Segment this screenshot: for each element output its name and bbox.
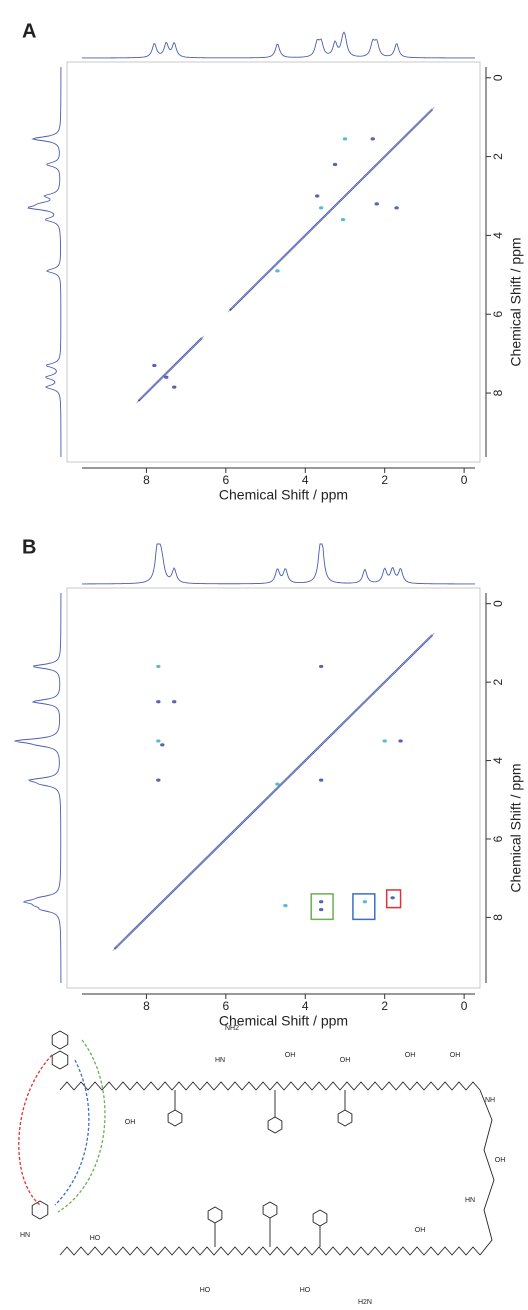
- noe-arrow: [18, 1054, 53, 1206]
- y-tick-label: 2: [491, 678, 505, 685]
- y-tick-label: 6: [491, 311, 505, 318]
- structure: [18, 1030, 495, 1256]
- x-tick-label: 0: [461, 473, 468, 487]
- cross-peak: [318, 778, 324, 782]
- y-tick-label: 0: [491, 600, 505, 607]
- cross-peak: [374, 202, 379, 206]
- diagonal: [140, 335, 205, 400]
- cross-peak: [172, 385, 177, 389]
- cross-peak: [283, 904, 288, 908]
- atom-label: HN: [465, 1197, 475, 1204]
- highlight-box: [310, 893, 334, 921]
- atom-label: OH: [285, 1052, 296, 1059]
- cross-peak: [398, 739, 403, 743]
- cross-peak: [318, 206, 324, 210]
- noe-arrow: [57, 1039, 106, 1213]
- cross-peak: [172, 700, 177, 704]
- y-tick-label: 8: [491, 389, 505, 396]
- atom-label: NH2: [225, 1025, 239, 1032]
- cross-peak: [318, 900, 324, 904]
- y-tick-label: 0: [491, 74, 505, 81]
- y-axis-label: Chemical Shift / ppm: [508, 763, 524, 892]
- cross-peak: [382, 739, 387, 743]
- ring: [51, 1050, 69, 1070]
- cross-peak: [156, 739, 161, 743]
- y-axis-label: Chemical Shift / ppm: [508, 237, 524, 366]
- x-tick-label: 8: [143, 473, 150, 487]
- projection-trace: [27, 66, 62, 458]
- cross-peak: [160, 743, 165, 747]
- atom-label: OH: [125, 1119, 136, 1126]
- highlight-box: [352, 893, 376, 921]
- plot-frame: [66, 587, 481, 989]
- atom-label: OH: [405, 1052, 416, 1059]
- x-tick-label: 4: [302, 473, 309, 487]
- x-tick-label: 8: [143, 999, 150, 1013]
- cross-peak: [340, 218, 346, 222]
- y-tick-label: 4: [491, 232, 505, 239]
- atom-label: OH: [415, 1227, 426, 1234]
- cross-peak: [314, 194, 320, 198]
- panel-label: B: [22, 536, 36, 558]
- cross-peak: [275, 269, 280, 273]
- cross-peak: [370, 137, 375, 141]
- plot-frame: [66, 61, 481, 463]
- cross-peak: [318, 907, 324, 912]
- cross-peak: [342, 137, 348, 141]
- cross-peak: [156, 664, 161, 669]
- cross-peak: [156, 778, 161, 782]
- atom-label: HO: [200, 1287, 211, 1294]
- x-tick-label: 0: [461, 999, 468, 1013]
- cross-peak: [156, 700, 161, 704]
- atom-label: HO: [300, 1287, 311, 1294]
- cross-peak: [390, 896, 395, 900]
- cross-peak: [152, 363, 157, 368]
- ring: [262, 1201, 278, 1219]
- atom-label: HN: [215, 1057, 225, 1064]
- x-axis-label: Chemical Shift / ppm: [219, 1013, 348, 1029]
- x-tick-label: 6: [223, 473, 230, 487]
- cross-peak: [332, 162, 338, 167]
- atom-label: OH: [495, 1157, 506, 1164]
- ring: [312, 1209, 328, 1227]
- y-tick-label: 6: [491, 835, 505, 842]
- ring: [207, 1206, 223, 1224]
- cross-peak: [318, 664, 324, 669]
- diagonal: [231, 107, 435, 309]
- ring: [167, 1109, 183, 1127]
- y-tick-label: 4: [491, 757, 505, 764]
- x-tick-label: 4: [302, 999, 309, 1013]
- ring: [337, 1109, 353, 1127]
- y-tick-label: 2: [491, 153, 505, 160]
- atom-label: NH: [485, 1097, 495, 1104]
- cross-peak: [362, 900, 368, 904]
- atom-label: HN: [20, 1232, 30, 1239]
- noe-arrow: [54, 1059, 90, 1206]
- projection-trace: [81, 31, 476, 59]
- panel-label: A: [22, 20, 36, 42]
- highlight-box: [385, 889, 402, 909]
- projection-trace: [14, 592, 62, 984]
- backbone: [479, 1089, 495, 1256]
- cross-peak: [164, 375, 169, 379]
- x-tick-label: 2: [381, 473, 388, 487]
- ring: [267, 1116, 283, 1134]
- x-axis-label: Chemical Shift / ppm: [219, 487, 348, 503]
- cross-peak: [394, 206, 399, 210]
- atom-label: H2N: [358, 1299, 372, 1306]
- projection-trace: [81, 543, 476, 585]
- backbone: [59, 1081, 481, 1091]
- diagonal: [116, 632, 435, 948]
- atom-label: OH: [340, 1057, 351, 1064]
- x-tick-label: 6: [223, 999, 230, 1013]
- ring: [31, 1200, 49, 1220]
- backbone: [59, 1246, 481, 1256]
- y-tick-label: 8: [491, 914, 505, 921]
- cross-peak: [275, 782, 280, 786]
- ring: [51, 1030, 69, 1050]
- x-tick-label: 2: [381, 999, 388, 1013]
- atom-label: OH: [450, 1052, 461, 1059]
- atom-label: HO: [90, 1235, 101, 1242]
